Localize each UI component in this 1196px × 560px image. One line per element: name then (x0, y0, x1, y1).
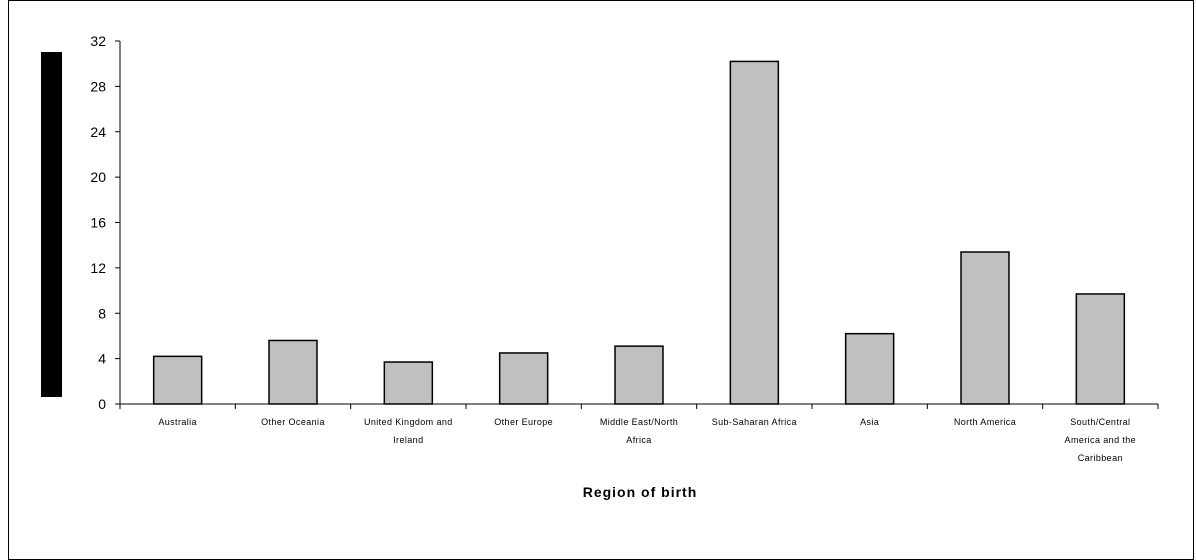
y-tick-label: 16 (90, 215, 106, 231)
y-tick-label: 32 (90, 33, 106, 49)
bar (152, 355, 203, 405)
chart-bars (152, 60, 1126, 405)
x-axis-title: Region of birth (583, 484, 698, 500)
bar (844, 332, 895, 405)
y-tick-label: 28 (90, 78, 106, 94)
y-tick-label: 4 (98, 351, 106, 367)
bar (729, 60, 780, 405)
bar (383, 361, 434, 405)
bar (960, 251, 1010, 405)
x-category-label: United Kingdom and (364, 417, 453, 427)
x-category-label: South/Central (1070, 417, 1130, 427)
x-category-label: Caribbean (1078, 453, 1123, 463)
bar (614, 345, 664, 405)
bar (498, 352, 549, 405)
x-category-label: Asia (860, 417, 879, 427)
x-category-label: Ireland (393, 435, 423, 445)
x-category-label: Middle East/North (600, 417, 678, 427)
x-category-label: Other Oceania (261, 417, 325, 427)
x-category-label: Australia (158, 417, 197, 427)
bar (1075, 293, 1126, 405)
bar-chart: 0 4 8 12 16 20 24 28 32 Australia Other Oceania Un… (90, 33, 1159, 500)
chart-category-labels: Australia Other Oceania United Kingdom and… (158, 417, 1137, 463)
bar (268, 339, 318, 405)
x-category-label: Sub-Saharan Africa (712, 417, 797, 427)
y-tick-label: 8 (98, 305, 106, 321)
x-category-label: Africa (626, 435, 651, 445)
y-tick-label: 0 (98, 396, 106, 412)
x-category-label: America and the (1065, 435, 1137, 445)
x-category-label: North America (954, 417, 1016, 427)
y-axis-label-redacted (41, 52, 62, 397)
y-tick-label: 20 (90, 169, 106, 185)
y-tick-label: 24 (90, 124, 106, 140)
x-category-label: Other Europe (494, 417, 553, 427)
y-tick-label: 12 (90, 260, 106, 276)
